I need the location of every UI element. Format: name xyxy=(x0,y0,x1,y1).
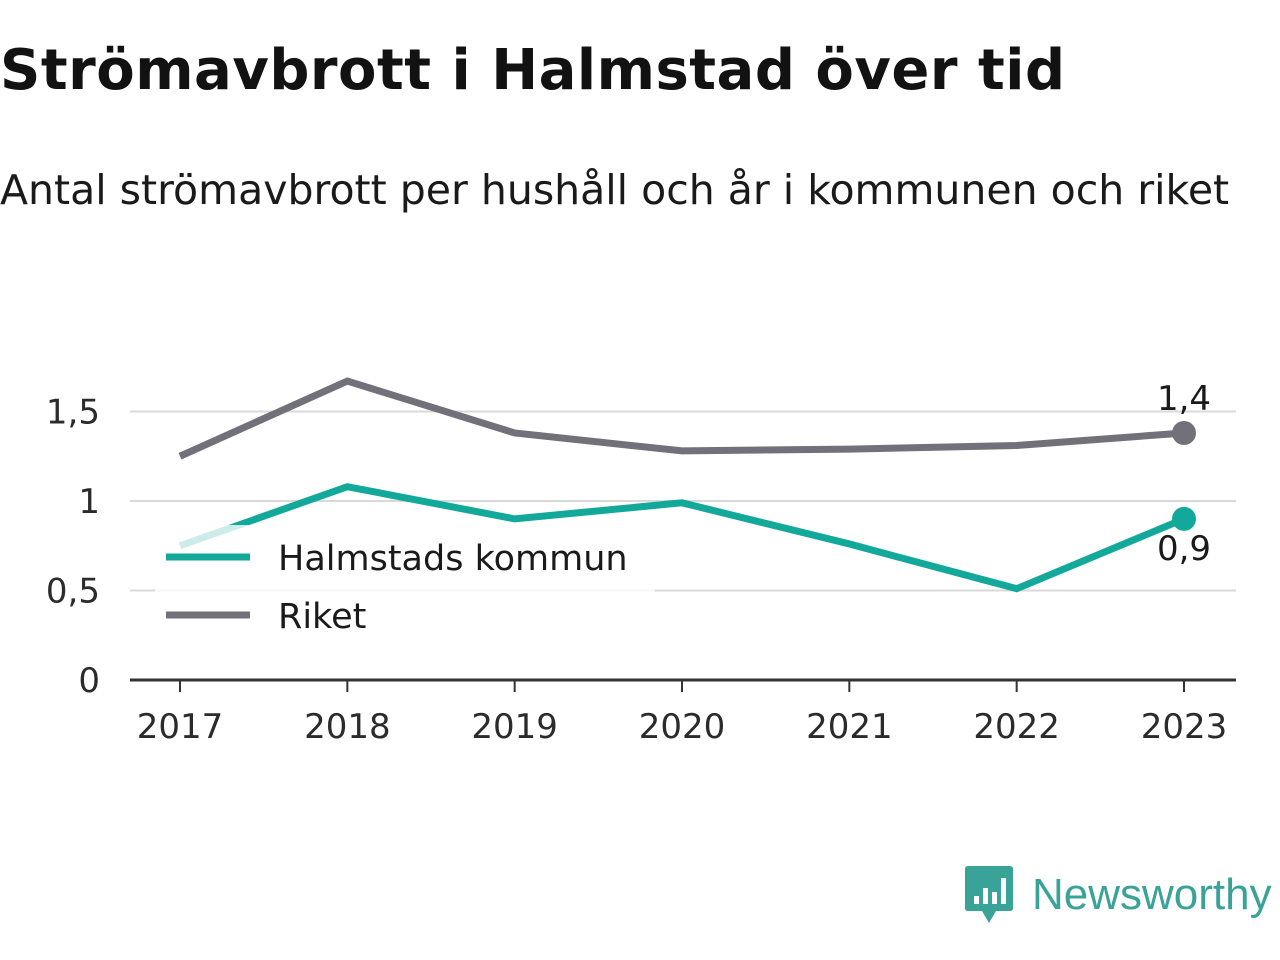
legend-background xyxy=(155,525,655,645)
y-tick-label: 1 xyxy=(78,482,100,522)
chart-title: Strömavbrott i Halmstad över tid xyxy=(0,38,1066,103)
series-line-1 xyxy=(178,377,1185,460)
y-tick-label: 0,5 xyxy=(46,572,100,612)
x-tick-label: 2023 xyxy=(1141,707,1228,747)
series-end-marker xyxy=(1172,506,1196,531)
data-label: 0,9 xyxy=(1157,529,1211,569)
x-tick-label: 2017 xyxy=(137,707,224,747)
y-tick-label: 1,5 xyxy=(46,393,100,433)
x-tick-label: 2018 xyxy=(304,707,391,747)
x-tick-label: 2022 xyxy=(973,707,1060,747)
chart-subtitle: Antal strömavbrott per hushåll och år i … xyxy=(0,166,1230,214)
series-end-marker xyxy=(1172,420,1196,445)
newsworthy-logo-icon xyxy=(965,866,1013,923)
legend: Halmstads kommun Riket xyxy=(155,525,655,645)
newsworthy-brand: Newsworthy xyxy=(964,864,1272,926)
legend-label: Riket xyxy=(278,597,366,637)
brand-name: Newsworthy xyxy=(1032,870,1272,919)
data-label: 1,4 xyxy=(1157,379,1211,419)
series-line-0 xyxy=(178,483,1186,593)
x-tick-label: 2021 xyxy=(806,707,893,747)
legend-label: Halmstads kommun xyxy=(278,539,628,579)
x-tick-label: 2020 xyxy=(639,707,726,747)
y-tick-label: 0 xyxy=(78,661,100,701)
x-tick-label: 2019 xyxy=(471,707,558,747)
